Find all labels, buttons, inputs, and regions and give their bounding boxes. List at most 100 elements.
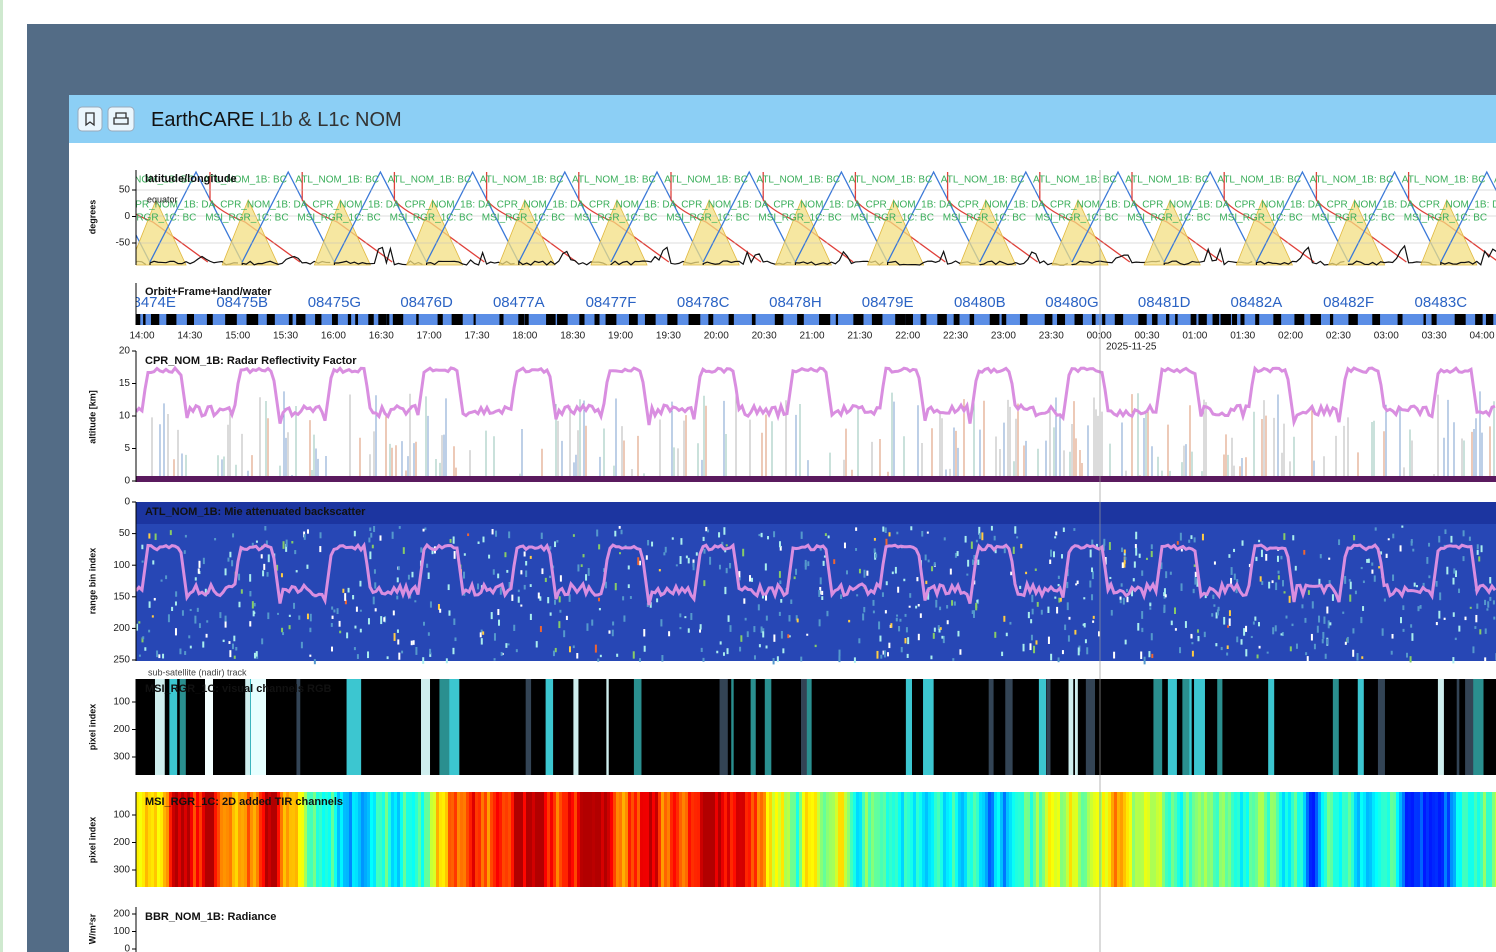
backscatter [1280, 633, 1283, 636]
cloud-stripe [1167, 679, 1177, 775]
y-tick-label: 200 [113, 909, 130, 920]
backscatter [194, 615, 197, 624]
tir-stripe [649, 792, 653, 887]
backscatter [488, 554, 491, 559]
backscatter [449, 538, 452, 543]
backscatter [942, 635, 945, 644]
backscatter [263, 563, 266, 570]
backscatter [1170, 620, 1173, 626]
tir-stripe [928, 792, 932, 887]
tir-stripe [1141, 792, 1145, 887]
tir-stripe [1231, 792, 1235, 887]
backscatter [994, 549, 997, 554]
product-label: MSI_RGR_1C: BC [1035, 213, 1118, 224]
backscatter [410, 640, 413, 646]
backscatter [1057, 583, 1060, 587]
tir-stripe [895, 792, 899, 887]
sun-elevation [1143, 198, 1201, 266]
backscatter [1179, 647, 1182, 654]
backscatter [939, 627, 942, 630]
product-label: ATL_NOM_1B: BC [388, 175, 472, 186]
backscatter [761, 593, 764, 599]
backscatter [818, 619, 821, 627]
backscatter [541, 568, 544, 575]
tir-stripe [1000, 792, 1004, 887]
backscatter [228, 641, 231, 644]
backscatter [1194, 571, 1197, 578]
cloud-stripe [1075, 679, 1078, 775]
backscatter [396, 595, 399, 600]
backscatter [1489, 596, 1492, 601]
backscatter [753, 655, 756, 660]
time-label: 18:30 [560, 331, 585, 342]
tir-stripe [211, 792, 215, 887]
backscatter [1141, 570, 1144, 576]
backscatter [188, 635, 191, 639]
backscatter [1082, 623, 1085, 626]
tir-stripe [874, 792, 878, 887]
backscatter [572, 645, 575, 649]
land [1348, 314, 1358, 325]
backscatter [1259, 576, 1262, 582]
backscatter [1233, 548, 1236, 553]
tir-stripe [937, 792, 941, 887]
backscatter [1406, 652, 1409, 658]
tir-stripe [460, 792, 464, 887]
bookmark-button[interactable] [77, 106, 103, 132]
latitude-line [1440, 170, 1496, 263]
backscatter [240, 589, 243, 594]
tir-stripe [595, 792, 599, 887]
backscatter [1280, 555, 1283, 560]
backscatter [1455, 570, 1458, 578]
tir-stripe [625, 792, 629, 887]
backscatter [1304, 617, 1307, 623]
backscatter [924, 554, 927, 561]
product-label: ATL_NOM_1B: BC [111, 175, 195, 186]
tir-stripe [1486, 792, 1490, 887]
tir-stripe [838, 792, 842, 887]
backscatter [262, 570, 265, 577]
backscatter [319, 546, 322, 553]
backscatter [1400, 617, 1403, 624]
tir-stripe [403, 792, 407, 887]
backscatter [331, 646, 334, 652]
backscatter [1285, 615, 1288, 619]
backscatter [863, 569, 866, 578]
tir-stripe [1333, 792, 1337, 887]
backscatter [699, 624, 702, 630]
tir-stripe [505, 792, 509, 887]
frame-label: 08477F [586, 294, 637, 311]
tir-stripe [589, 792, 593, 887]
backscatter [760, 626, 763, 633]
tir-stripe [1435, 792, 1439, 887]
tir-stripe [925, 792, 929, 887]
tir-stripe [1012, 792, 1016, 887]
tir-stripe [976, 792, 980, 887]
print-button[interactable] [107, 106, 135, 132]
land [416, 314, 419, 325]
backscatter [1211, 613, 1214, 617]
backscatter [1352, 649, 1355, 657]
backscatter [1083, 597, 1086, 600]
backscatter [1417, 606, 1420, 612]
land [825, 314, 831, 325]
backscatter [1193, 564, 1196, 567]
tir-stripe [931, 792, 935, 887]
backscatter [702, 657, 705, 662]
tir-stripe [496, 792, 500, 887]
backscatter [338, 620, 341, 627]
tir-stripe [325, 792, 329, 887]
frame-label: 08475G [308, 294, 361, 311]
land [136, 314, 141, 325]
backscatter [153, 597, 156, 601]
tir-stripe [493, 792, 497, 887]
cloud-stripe [420, 679, 431, 775]
tir-stripe [355, 792, 359, 887]
tir-stripe [175, 792, 179, 887]
backscatter [885, 581, 888, 586]
backscatter [1204, 594, 1207, 599]
tir-stripe [544, 792, 548, 887]
rgb-image [136, 679, 1496, 775]
backscatter [144, 647, 147, 651]
backscatter [882, 526, 885, 532]
